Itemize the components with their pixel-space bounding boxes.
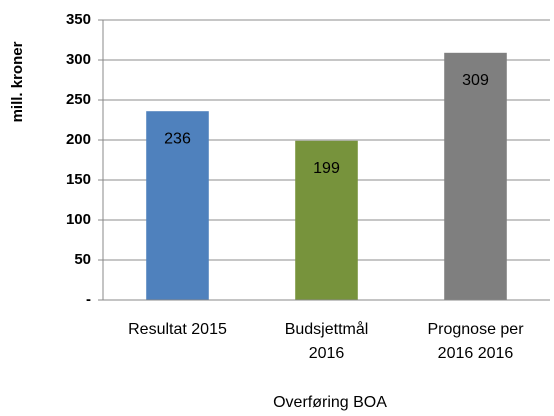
- x-axis-title: Overføring BOA: [273, 394, 387, 411]
- x-tick-line: Prognose per: [427, 321, 524, 338]
- data-label: 236: [164, 130, 191, 147]
- x-tick-line: Resultat 2015: [128, 321, 227, 338]
- x-tick-label: Budsjettmål 2016: [285, 320, 369, 362]
- bar: [295, 140, 358, 300]
- y-tick-label: 150: [66, 171, 91, 188]
- y-tick-label: 100: [66, 211, 91, 228]
- y-tick-label: 200: [66, 131, 91, 148]
- x-tick-line: 2016: [309, 345, 345, 362]
- data-label: 199: [313, 160, 340, 177]
- y-axis-title: mill. kroner: [9, 41, 26, 122]
- x-tick-label: Resultat 2015: [128, 321, 227, 338]
- y-tick-label: 50: [74, 251, 91, 268]
- x-tick-line: 2016 2016: [438, 345, 514, 362]
- data-label: 309: [462, 72, 489, 89]
- x-tick-line: Budsjettmål: [285, 320, 369, 338]
- y-tick-label: 300: [66, 51, 91, 68]
- y-tick-label: 250: [66, 91, 91, 108]
- bar: [444, 52, 507, 300]
- y-tick-label: -: [86, 291, 91, 308]
- bar: [146, 111, 209, 300]
- x-tick-label: Prognose per 2016 2016: [427, 321, 524, 362]
- y-tick-label: 350: [66, 11, 91, 28]
